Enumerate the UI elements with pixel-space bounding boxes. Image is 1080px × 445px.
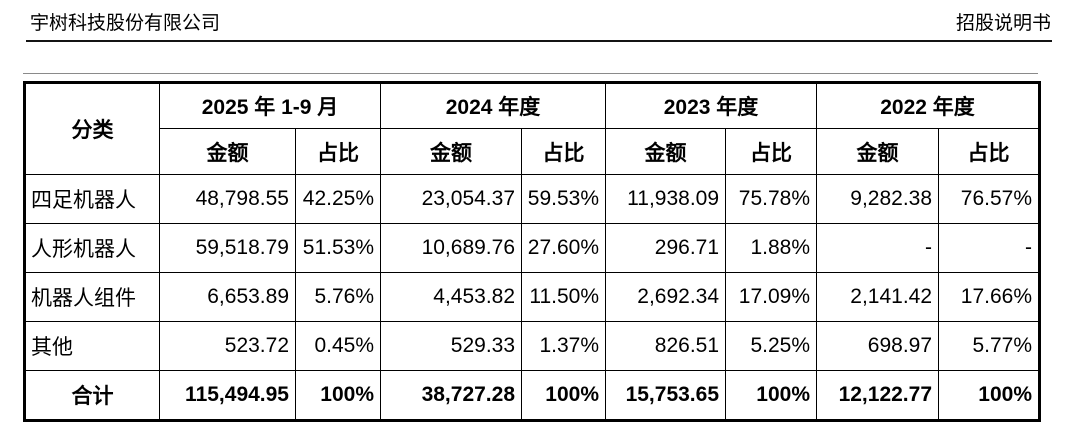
column-header-amount-2024: 金额 — [380, 128, 523, 175]
amount-2023-cell: 15,753.65 — [605, 370, 727, 421]
table-row-robot-components: 机器人组件 6,653.89 5.76% 4,453.82 11.50% 2,6… — [24, 272, 1041, 322]
table-header-sub-row: 金额 占比 金额 占比 金额 占比 金额 占比 — [25, 128, 1041, 175]
amount-2024-cell: 4,453.82 — [380, 272, 523, 322]
page-header: 宇树科技股份有限公司 招股说明书 — [0, 0, 1080, 35]
ratio-2022-cell: 76.57% — [938, 174, 1041, 224]
category-cell: 机器人组件 — [24, 272, 160, 322]
amount-2023-cell: 296.71 — [605, 223, 727, 273]
total-label-cell: 合计 — [24, 370, 160, 421]
ratio-2023-cell: 5.25% — [725, 321, 818, 371]
column-header-amount-2022: 金额 — [816, 128, 940, 175]
amount-2025-cell: 59,518.79 — [159, 223, 296, 273]
column-header-period-2025: 2025 年 1-9 月 — [158, 82, 382, 129]
ratio-2024-cell: 100% — [521, 370, 607, 421]
ratio-2024-cell: 59.53% — [521, 174, 607, 224]
column-header-amount-2023: 金额 — [605, 128, 727, 175]
ratio-2024-cell: 27.60% — [521, 223, 607, 273]
amount-2024-cell: 23,054.37 — [380, 174, 523, 224]
amount-2024-cell: 10,689.76 — [380, 223, 523, 273]
column-header-period-2022: 2022 年度 — [816, 82, 1041, 129]
amount-2023-cell: 2,692.34 — [605, 272, 727, 322]
amount-2022-cell: 698.97 — [816, 321, 940, 371]
ratio-2022-cell: 17.66% — [938, 272, 1041, 322]
ratio-2024-cell: 11.50% — [521, 272, 607, 322]
amount-2025-cell: 48,798.55 — [159, 174, 296, 224]
column-header-ratio-2024: 占比 — [521, 128, 607, 175]
category-cell: 其他 — [24, 321, 160, 371]
amount-2024-cell: 529.33 — [380, 321, 523, 371]
ratio-2023-cell: 100% — [725, 370, 818, 421]
column-header-ratio-2025: 占比 — [294, 128, 382, 175]
ratio-2022-cell: - — [938, 223, 1041, 273]
column-header-ratio-2022: 占比 — [938, 128, 1041, 175]
table-row-quadruped-robots: 四足机器人 48,798.55 42.25% 23,054.37 59.53% … — [24, 174, 1041, 224]
ratio-2022-cell: 5.77% — [938, 321, 1041, 371]
column-header-period-2024: 2024 年度 — [380, 82, 607, 129]
table-top-hairline — [23, 73, 1038, 74]
ratio-2023-cell: 17.09% — [725, 272, 818, 322]
category-cell: 人形机器人 — [24, 223, 160, 273]
header-rule — [26, 40, 1052, 42]
prospectus-page: 宇树科技股份有限公司 招股说明书 分类 2025 年 1-9 月 2024 年度… — [0, 0, 1080, 422]
ratio-2025-cell: 100% — [294, 370, 382, 421]
amount-2025-cell: 6,653.89 — [159, 272, 296, 322]
revenue-breakdown-table: 分类 2025 年 1-9 月 2024 年度 2023 年度 2022 年度 … — [23, 81, 1042, 422]
table-header-year-row: 分类 2025 年 1-9 月 2024 年度 2023 年度 2022 年度 — [24, 82, 1041, 175]
amount-2022-cell: 9,282.38 — [816, 174, 940, 224]
amount-2024-cell: 38,727.28 — [380, 370, 523, 421]
ratio-2025-cell: 5.76% — [294, 272, 382, 322]
ratio-2025-cell: 51.53% — [294, 223, 382, 273]
ratio-2025-cell: 0.45% — [294, 321, 382, 371]
column-header-amount-2025: 金额 — [159, 128, 296, 175]
ratio-2023-cell: 1.88% — [725, 223, 818, 273]
column-header-period-2023: 2023 年度 — [605, 82, 818, 129]
column-header-ratio-2023: 占比 — [725, 128, 818, 175]
amount-2025-cell: 115,494.95 — [159, 370, 296, 421]
amount-2025-cell: 523.72 — [159, 321, 296, 371]
ratio-2022-cell: 100% — [938, 370, 1041, 421]
ratio-2024-cell: 1.37% — [521, 321, 607, 371]
company-name: 宇树科技股份有限公司 — [30, 13, 221, 34]
document-type-label: 招股说明书 — [955, 13, 1051, 34]
ratio-2025-cell: 42.25% — [294, 174, 382, 224]
amount-2022-cell: - — [816, 223, 940, 273]
amount-2023-cell: 826.51 — [605, 321, 727, 371]
ratio-2023-cell: 75.78% — [725, 174, 818, 224]
table-row-others: 其他 523.72 0.45% 529.33 1.37% 826.51 5.25… — [24, 321, 1041, 371]
category-cell: 四足机器人 — [24, 174, 160, 224]
amount-2023-cell: 11,938.09 — [605, 174, 727, 224]
amount-2022-cell: 12,122.77 — [816, 370, 940, 421]
table-row-humanoid-robots: 人形机器人 59,518.79 51.53% 10,689.76 27.60% … — [24, 223, 1041, 273]
amount-2022-cell: 2,141.42 — [816, 272, 940, 322]
table-row-total: 合计 115,494.95 100% 38,727.28 100% 15,753… — [24, 370, 1041, 421]
column-header-category: 分类 — [24, 82, 160, 175]
